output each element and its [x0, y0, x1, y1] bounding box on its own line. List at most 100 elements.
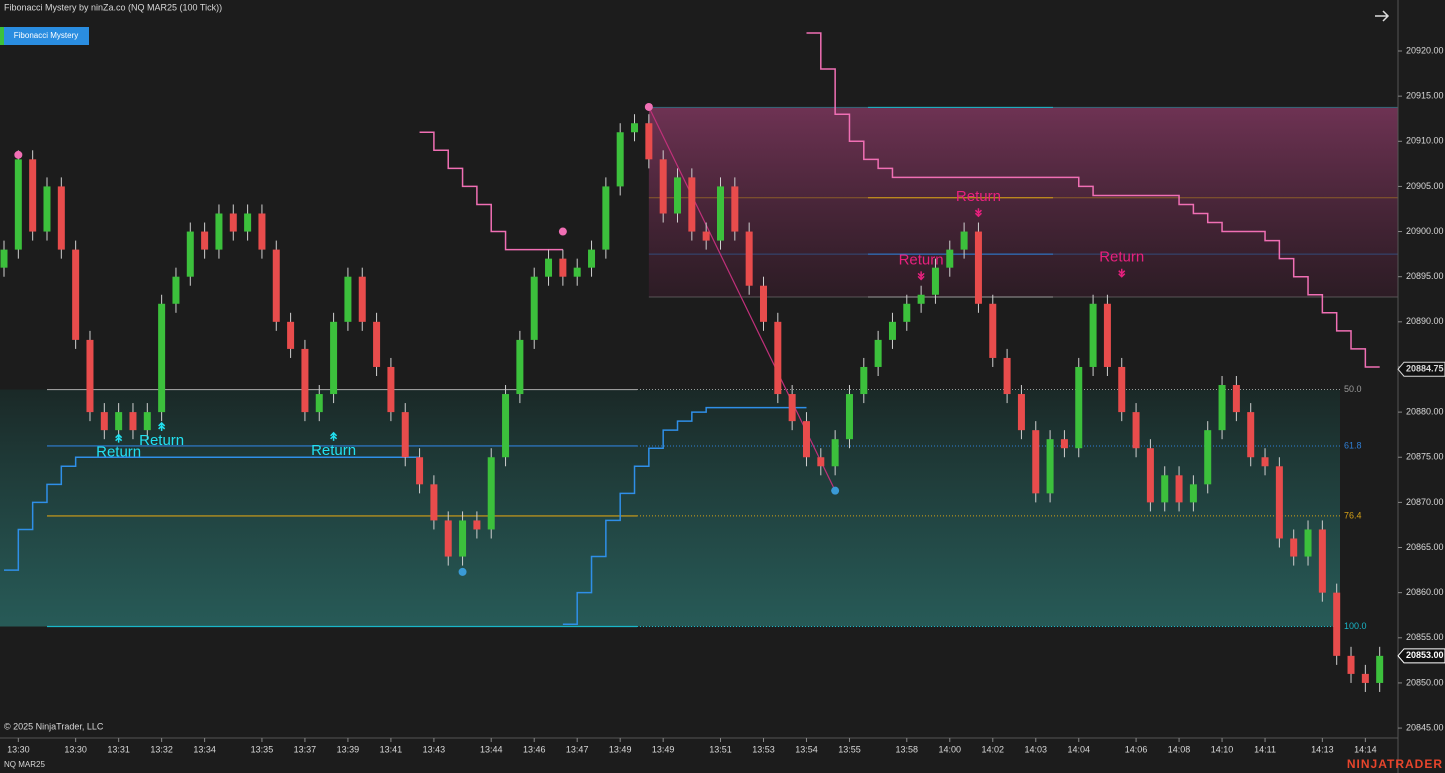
candle-body [1247, 412, 1255, 458]
signal-arrow [158, 421, 166, 431]
price-flag-label: 20853.00 [1406, 650, 1444, 660]
candle-body [1103, 303, 1111, 367]
candle-body [874, 339, 882, 367]
x-tick-label: 13:46 [523, 744, 546, 754]
candle-body [401, 412, 409, 458]
candle-body [860, 366, 868, 395]
price-flag-label: 20884.75 [1406, 364, 1444, 374]
signal-label: Return [311, 442, 356, 459]
x-tick-label: 13:37 [294, 744, 317, 754]
signal-arrow [330, 431, 338, 441]
candle-body [186, 231, 194, 277]
candle-body [1333, 592, 1341, 656]
y-tick-label: 20920.00 [1406, 45, 1444, 55]
x-tick-label: 13:39 [337, 744, 360, 754]
candle-body [1218, 385, 1226, 431]
candle-body [1204, 430, 1212, 485]
y-tick-label: 20890.00 [1406, 316, 1444, 326]
candle-body [616, 132, 624, 187]
candle-body [1032, 430, 1040, 494]
candle-body [817, 457, 825, 467]
candle-body [272, 249, 280, 322]
candle-body [960, 231, 968, 250]
x-tick-label: 14:04 [1067, 744, 1090, 754]
stop-line [4, 406, 807, 626]
candle-body [416, 457, 424, 485]
x-tick-label: 13:47 [566, 744, 589, 754]
x-tick-label: 14:13 [1311, 744, 1334, 754]
candle-body [702, 231, 710, 241]
candle-body [831, 439, 839, 467]
x-tick-label: 13:35 [251, 744, 274, 754]
fib-label: 76.4 [1344, 510, 1362, 520]
candle-body [1089, 303, 1097, 367]
candle-body [14, 159, 22, 250]
candle-body [215, 213, 223, 250]
candle-body [0, 249, 8, 268]
x-tick-label: 13:41 [380, 744, 403, 754]
x-tick-label: 13:49 [652, 744, 675, 754]
candle-body [1046, 439, 1054, 494]
y-tick-label: 20865.00 [1406, 542, 1444, 552]
candle-body [502, 394, 510, 458]
x-tick-label: 13:53 [752, 744, 775, 754]
x-tick-label: 13:34 [193, 744, 216, 754]
upper-zone [648, 107, 1398, 298]
candle-body [674, 177, 682, 214]
candle-body [387, 366, 395, 413]
x-tick-label: 13:31 [107, 744, 130, 754]
candle-body [1261, 457, 1269, 467]
signal-label: Return [956, 188, 1001, 205]
candle-body [1232, 385, 1240, 413]
candle-body [344, 276, 352, 322]
plot: 50.061.876.4100.0ReturnReturnReturnRetur… [0, 32, 1398, 692]
y-tick-label: 20905.00 [1406, 181, 1444, 191]
candle-body [129, 412, 137, 431]
candle-body [788, 394, 796, 422]
candle-body [430, 484, 438, 521]
x-tick-label: 14:14 [1354, 744, 1377, 754]
expand-arrow[interactable] [1375, 10, 1390, 22]
candle-body [759, 285, 767, 322]
indicator-button-bg[interactable] [4, 27, 89, 45]
y-tick-label: 20860.00 [1406, 587, 1444, 597]
candle-body [903, 303, 911, 322]
candle-body [1304, 529, 1312, 557]
candle-body [1060, 439, 1068, 449]
candle-body [802, 421, 810, 458]
signal-arrow [917, 271, 925, 281]
fib-label: 50.0 [1344, 384, 1362, 394]
indicator-flag [0, 27, 4, 45]
candle-body [1146, 448, 1154, 503]
copyright: © 2025 NinjaTrader, LLC [4, 721, 104, 731]
y-tick-label: 20895.00 [1406, 271, 1444, 281]
candle-body [115, 412, 123, 431]
y-tick-label: 20875.00 [1406, 452, 1444, 462]
candle-body [172, 276, 180, 304]
x-tick-label: 13:55 [838, 744, 861, 754]
candle-body [530, 276, 538, 340]
candle-body [1118, 366, 1126, 413]
indicator-button[interactable]: Fibonacci Mystery [14, 31, 78, 40]
x-tick-label: 13:54 [795, 744, 818, 754]
candle-body [1275, 466, 1283, 539]
candle-body [888, 321, 896, 340]
candle-body [487, 457, 495, 530]
y-tick-label: 20915.00 [1406, 91, 1444, 101]
candle-body [43, 186, 51, 232]
candle-body [659, 159, 667, 214]
x-tick-label: 14:11 [1254, 744, 1276, 754]
candle-body [1003, 357, 1011, 395]
y-tick-label: 20850.00 [1406, 677, 1444, 687]
candle-body [1017, 394, 1025, 431]
stop-line [419, 32, 1380, 368]
candle-body [1290, 538, 1298, 557]
candle-body [631, 123, 639, 133]
candle-body [1376, 655, 1384, 683]
fib-label: 100.0 [1344, 621, 1367, 631]
candle-body [946, 249, 954, 268]
candle-body [774, 321, 782, 395]
candle-body [1189, 484, 1197, 503]
x-tick-label: 13:32 [150, 744, 173, 754]
lower-zone [0, 389, 1340, 627]
